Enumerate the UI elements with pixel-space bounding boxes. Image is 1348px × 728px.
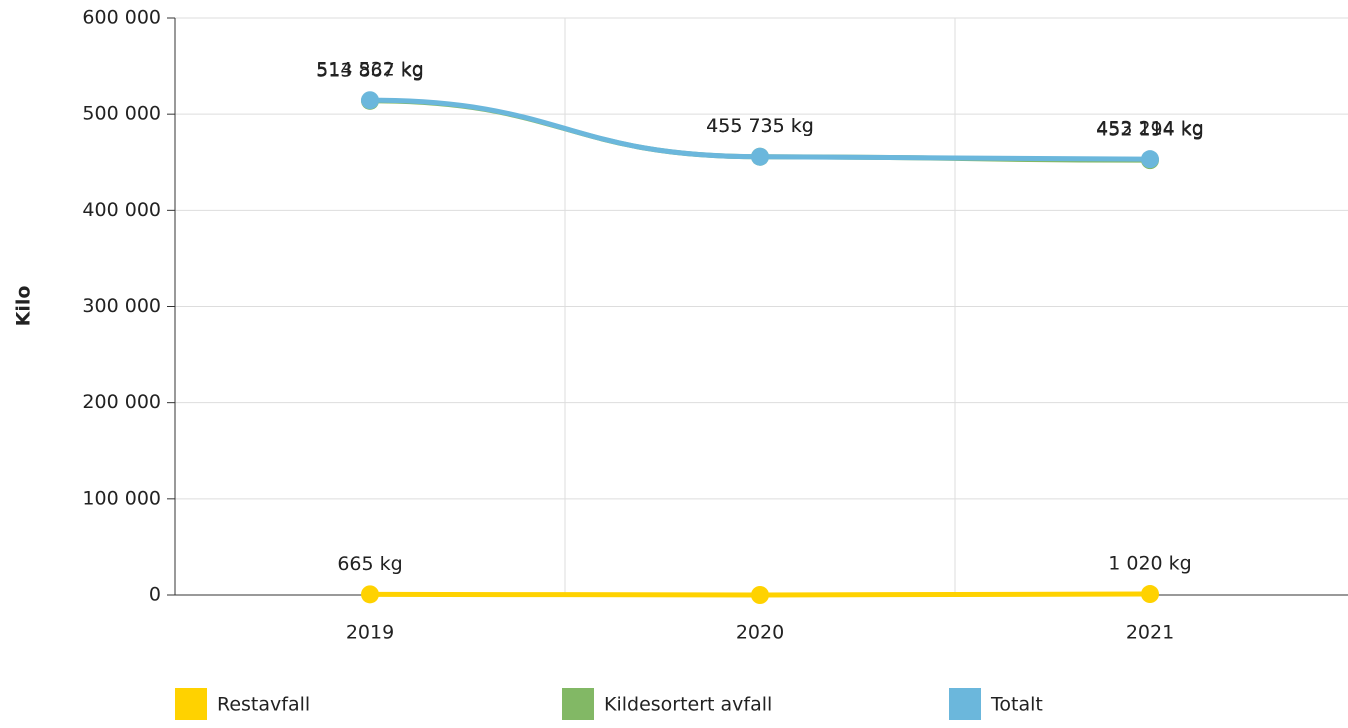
legend-swatch bbox=[175, 688, 207, 720]
legend-label: Restavfall bbox=[217, 694, 310, 716]
data-label: 452 194 kg bbox=[1096, 119, 1204, 141]
data-label: 514 532 kg bbox=[316, 59, 424, 81]
y-tick-label: 200 000 bbox=[82, 391, 161, 413]
point bbox=[1141, 585, 1159, 604]
legend-label: Kildesortert avfall bbox=[604, 694, 772, 716]
point bbox=[361, 585, 379, 604]
y-tick-label: 500 000 bbox=[82, 103, 161, 125]
x-tick-label: 2020 bbox=[736, 622, 784, 644]
point bbox=[751, 147, 769, 166]
x-tick-label: 2021 bbox=[1126, 622, 1174, 644]
data-label: 453 214 kg bbox=[1096, 118, 1204, 140]
y-axis-label: Kilo bbox=[13, 286, 35, 327]
data-label: 665 kg bbox=[337, 553, 402, 575]
y-tick-label: 0 bbox=[149, 584, 161, 606]
point bbox=[361, 91, 379, 110]
data-label: 455 735 kg bbox=[706, 115, 814, 137]
y-tick-label: 400 000 bbox=[82, 199, 161, 221]
point bbox=[751, 586, 769, 604]
y-tick-label: 100 000 bbox=[82, 487, 161, 509]
legend-swatch bbox=[562, 688, 594, 720]
data-label: 455 735 kg bbox=[706, 115, 814, 137]
x-tick-label: 2019 bbox=[346, 622, 394, 644]
y-tick-label: 300 000 bbox=[82, 295, 161, 317]
legend-swatch bbox=[949, 688, 981, 720]
data-label: 513 867 kg bbox=[316, 59, 424, 81]
legend-label: Totalt bbox=[990, 694, 1043, 716]
point bbox=[1141, 150, 1159, 169]
data-label: 1 020 kg bbox=[1108, 553, 1192, 575]
y-tick-label: 600 000 bbox=[82, 7, 161, 29]
